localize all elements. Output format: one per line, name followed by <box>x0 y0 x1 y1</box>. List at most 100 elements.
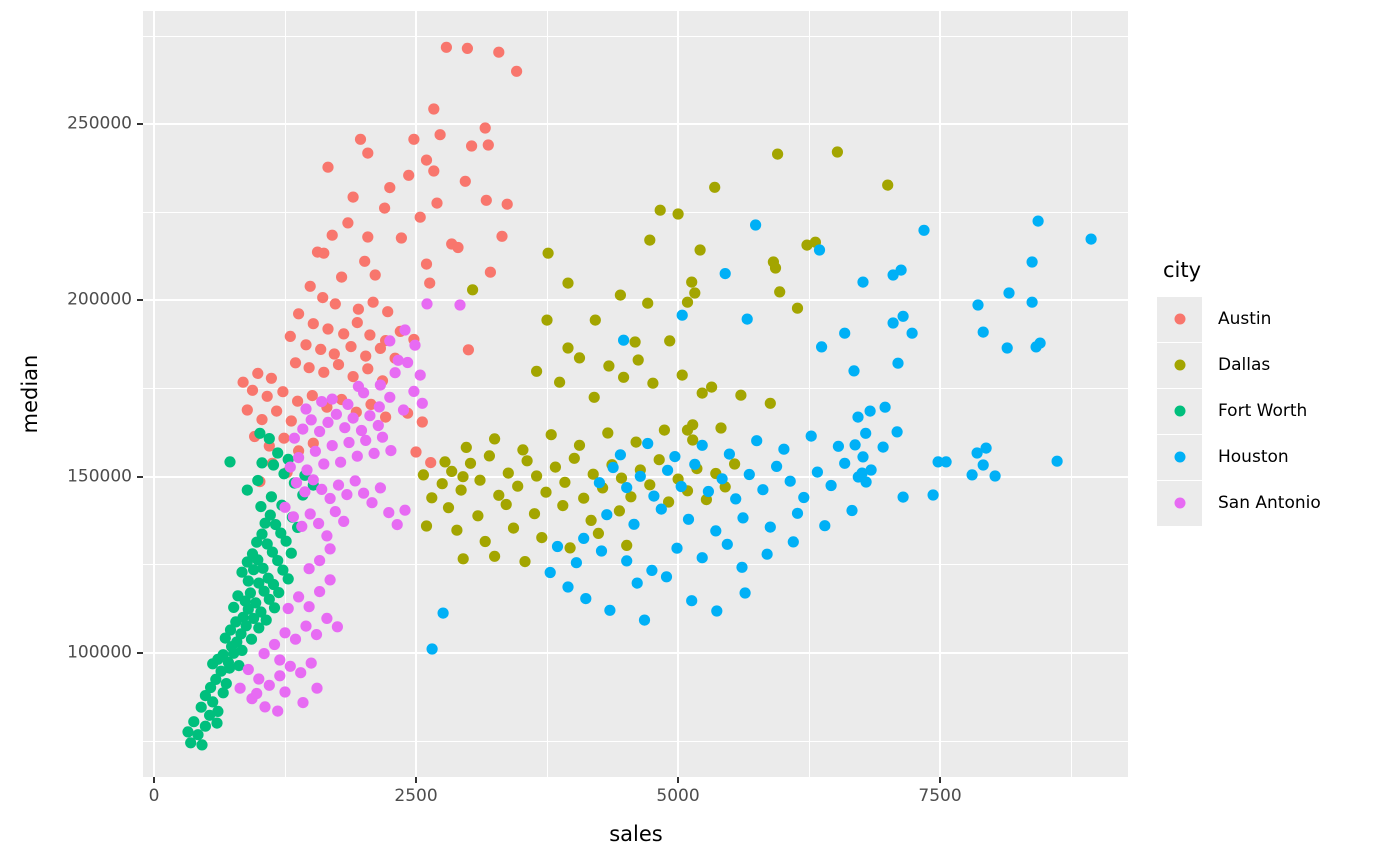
data-point-austin <box>278 432 290 444</box>
data-point-houston <box>638 614 651 626</box>
data-point-fort-worth <box>240 620 252 632</box>
data-point-houston <box>972 299 984 311</box>
legend-key <box>1157 296 1202 342</box>
data-point-dallas <box>517 444 529 456</box>
data-point-fort-worth <box>265 491 277 503</box>
legend-label: Fort Worth <box>1218 401 1308 421</box>
legend-items: Austin Dallas Fort Worth Houston San Antonio <box>1157 296 1321 526</box>
x-minor-gridline <box>1070 11 1072 777</box>
data-point-austin <box>428 165 440 177</box>
legend-dot-icon <box>1174 405 1185 417</box>
data-point-dallas <box>500 498 512 511</box>
data-point-dallas <box>568 452 580 464</box>
data-point-dallas <box>451 524 463 536</box>
data-point-houston <box>1085 233 1097 245</box>
data-point-dallas <box>625 491 637 503</box>
data-point-houston <box>1001 342 1013 354</box>
data-point-dallas <box>632 354 644 366</box>
data-point-dallas <box>686 276 698 288</box>
data-point-houston <box>852 471 864 483</box>
data-point-san-antonio <box>360 434 372 446</box>
data-point-san-antonio <box>316 483 328 495</box>
data-point-san-antonio <box>313 517 325 530</box>
data-point-san-antonio <box>279 501 291 513</box>
data-point-houston <box>860 427 872 439</box>
y-minor-gridline <box>143 564 1128 566</box>
data-point-houston <box>897 310 909 322</box>
data-point-san-antonio <box>321 612 333 625</box>
data-point-fort-worth <box>257 562 269 574</box>
data-point-dallas <box>455 484 467 496</box>
data-point-austin <box>326 229 338 241</box>
data-point-dallas <box>502 467 514 479</box>
data-point-san-antonio <box>454 299 466 311</box>
data-point-san-antonio <box>258 648 270 660</box>
data-point-san-antonio <box>309 445 321 457</box>
data-point-fort-worth <box>217 687 229 699</box>
legend-key <box>1157 434 1202 480</box>
data-point-austin <box>328 348 340 360</box>
data-point-dallas <box>420 520 433 532</box>
data-point-houston <box>787 536 799 548</box>
data-point-san-antonio <box>399 504 411 516</box>
data-point-houston <box>682 513 695 525</box>
data-point-fort-worth <box>212 705 224 718</box>
data-point-houston <box>980 442 992 454</box>
data-point-austin <box>403 169 415 181</box>
legend-item-houston: Houston <box>1157 434 1321 480</box>
data-point-dallas <box>709 181 721 193</box>
data-point-fort-worth <box>253 622 265 634</box>
plot-panel <box>143 11 1128 777</box>
data-point-fort-worth <box>254 427 266 439</box>
data-point-austin <box>338 328 350 340</box>
data-point-houston <box>730 493 742 505</box>
data-point-houston <box>711 605 723 617</box>
data-point-fort-worth <box>264 509 276 521</box>
data-point-fort-worth <box>207 696 219 708</box>
data-point-fort-worth <box>222 656 234 669</box>
data-point-dallas <box>653 454 665 466</box>
data-point-houston <box>655 503 667 515</box>
data-point-san-antonio <box>279 686 291 698</box>
legend-item-san-antonio: San Antonio <box>1157 480 1321 526</box>
data-point-fort-worth <box>250 597 262 609</box>
data-point-dallas <box>578 492 590 504</box>
data-point-dallas <box>706 381 718 393</box>
data-point-houston <box>551 540 564 553</box>
data-point-dallas <box>483 450 495 462</box>
data-point-austin <box>382 306 394 318</box>
data-point-dallas <box>642 297 654 309</box>
data-point-austin <box>359 255 371 267</box>
data-point-houston <box>614 449 626 461</box>
data-point-fort-worth <box>245 633 258 645</box>
data-point-dallas <box>630 436 642 448</box>
data-point-austin <box>380 411 392 423</box>
data-point-dallas <box>507 522 520 534</box>
data-point-fort-worth <box>253 577 265 589</box>
data-point-austin <box>303 362 315 374</box>
data-point-san-antonio <box>284 660 296 672</box>
data-point-san-antonio <box>316 396 328 408</box>
data-point-austin <box>408 133 420 145</box>
data-point-austin <box>293 308 305 320</box>
data-point-austin <box>289 357 302 369</box>
data-point-houston <box>927 489 939 501</box>
data-point-houston <box>426 643 438 655</box>
y-major-gridline <box>143 299 1128 302</box>
data-point-austin <box>462 344 474 356</box>
data-point-san-antonio <box>373 401 385 413</box>
data-point-houston <box>989 470 1001 482</box>
data-point-san-antonio <box>314 425 326 438</box>
data-point-fort-worth <box>236 566 248 578</box>
data-point-dallas <box>457 553 469 565</box>
x-axis-tick <box>677 777 680 783</box>
data-point-dallas <box>467 284 479 296</box>
data-point-dallas <box>489 433 501 445</box>
data-point-dallas <box>489 550 501 562</box>
data-point-dallas <box>589 314 601 326</box>
data-point-san-antonio <box>338 515 350 527</box>
data-point-dallas <box>696 387 708 399</box>
data-point-austin <box>452 241 464 254</box>
data-point-dallas <box>663 496 675 508</box>
data-point-austin <box>256 414 268 426</box>
